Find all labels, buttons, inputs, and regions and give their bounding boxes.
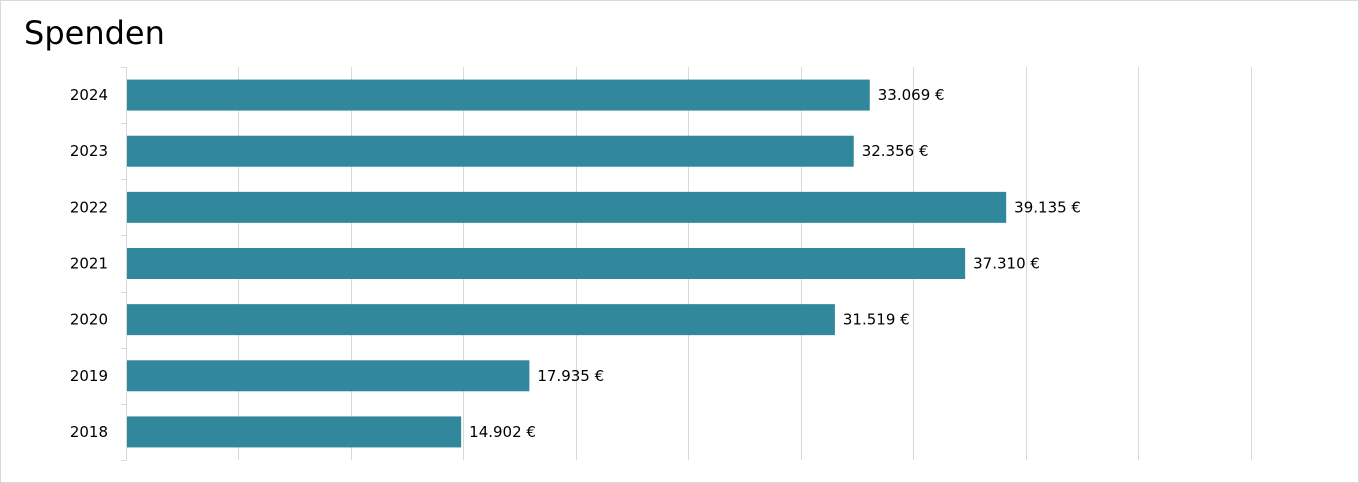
category-label: 2019 <box>70 367 108 385</box>
bar <box>127 416 462 448</box>
bar <box>127 135 854 167</box>
data-label: 39.135 € <box>1014 198 1081 216</box>
chart-title: Spenden <box>24 14 165 52</box>
category-label: 2020 <box>70 311 108 329</box>
data-label: 33.069 € <box>878 86 945 104</box>
bar <box>127 79 870 111</box>
bar <box>127 304 835 336</box>
bar <box>127 248 966 279</box>
category-label: 2021 <box>70 255 108 273</box>
data-label: 32.356 € <box>862 142 929 160</box>
bar <box>127 360 530 392</box>
category-label: 2018 <box>70 423 108 441</box>
data-label: 14.902 € <box>469 423 536 441</box>
bar <box>127 191 1007 223</box>
data-label: 17.935 € <box>537 367 604 385</box>
category-label: 2022 <box>70 198 108 216</box>
data-label: 37.310 € <box>973 255 1040 273</box>
category-axis: 2024 2023 2022 2021 2020 2019 2018 <box>70 67 127 461</box>
category-label: 2024 <box>70 86 108 104</box>
category-label: 2023 <box>70 142 108 160</box>
bars <box>127 79 1007 448</box>
data-labels: 33.069 € 32.356 € 39.135 € 37.310 € 31.519 €… <box>469 86 1081 441</box>
data-label: 31.519 € <box>843 311 910 329</box>
